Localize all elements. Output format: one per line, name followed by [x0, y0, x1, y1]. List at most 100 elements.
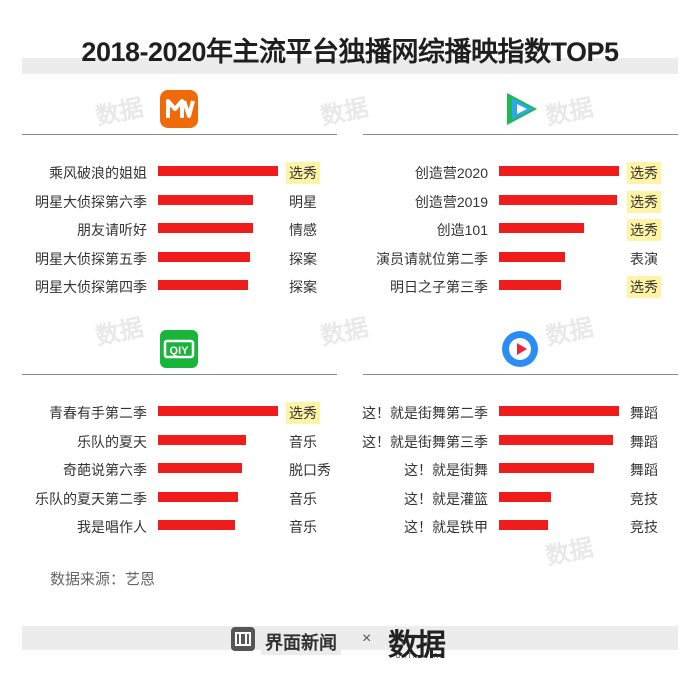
svg-text:QIY: QIY — [170, 345, 190, 357]
tencent-video-icon — [499, 88, 541, 130]
platform-panel: 这！就是街舞第二季 舞蹈 这！就是街舞第三季 舞蹈 这！就是街舞 舞蹈 这！就是灌篮 竞技 这！… — [362, 328, 678, 535]
genre-tag: 选秀 — [286, 402, 320, 424]
genre-tag: 选秀 — [627, 219, 661, 242]
genre-tag: 情感 — [289, 222, 317, 239]
category-label: 朋友请听好 — [77, 222, 147, 239]
iqiyi-icon: QIY — [158, 328, 200, 370]
category-label: 创造营2020 — [414, 165, 488, 181]
bar-row: 这！就是街舞第三季 舞蹈 — [362, 427, 678, 455]
genre-tag: 音乐 — [289, 490, 317, 507]
bar-row: 乐队的夏天第二季 音乐 — [22, 484, 337, 512]
genre-tag: 选秀 — [286, 162, 320, 184]
source-note: 数据来源：艺恩 — [50, 571, 156, 588]
genre-tag: 音乐 — [289, 519, 317, 536]
genre-tag: 选秀 — [627, 276, 661, 299]
divider — [22, 134, 337, 135]
bar — [158, 251, 251, 262]
bar-row: 这！就是灌篮 竞技 — [363, 484, 678, 512]
genre-tag: 舞蹈 — [630, 405, 658, 421]
footer-partner: 数据 — [388, 629, 446, 662]
footer-band — [22, 626, 678, 650]
bar-row: 明星大侦探第五季 探案 — [22, 244, 337, 272]
platform-panel: 乘风破浪的姐姐 选秀 明星大侦探第六季 明星 朋友请听好 情感 明星大侦探第五季 探案 明星大侦… — [22, 88, 337, 295]
chart-title: 2018-2020年主流平台独播网综播映指数TOP5 — [81, 37, 619, 67]
bar-row: 创造101 选秀 — [363, 215, 678, 243]
bar — [499, 194, 617, 205]
bar-row: 明日之子第三季 选秀 — [363, 272, 678, 300]
bar-row: 这！就是街舞第二季 舞蹈 — [362, 398, 678, 426]
bar — [158, 406, 278, 416]
bar — [158, 463, 242, 474]
bar — [158, 166, 278, 176]
bar — [158, 491, 239, 502]
bar — [499, 166, 619, 176]
category-label: 我是唱作人 — [77, 519, 147, 536]
footer-partner-sub: DATA WIRE — [396, 654, 447, 660]
category-label: 明日之子第三季 — [390, 279, 488, 296]
bar-row: 明星大侦探第四季 探案 — [22, 272, 337, 300]
youku-icon — [499, 328, 541, 370]
bar-row: 创造营2019 选秀 — [363, 187, 678, 215]
footer-brand: 界面新闻 — [261, 629, 341, 655]
genre-tag: 探案 — [289, 279, 317, 296]
category-label: 这！就是街舞第三季 — [362, 433, 488, 450]
genre-tag: 脱口秀 — [289, 462, 331, 479]
platform-panel: 创造营2020 选秀 创造营2019 选秀 创造101 选秀 演员请就位第二季 表演 明日之子第… — [363, 88, 678, 299]
category-label: 演员请就位第二季 — [376, 250, 488, 267]
category-label: 奇葩说第六季 — [63, 462, 147, 479]
bar-row: 明星大侦探第六季 明星 — [22, 187, 337, 215]
genre-tag: 探案 — [289, 250, 317, 267]
genre-tag: 竞技 — [630, 490, 658, 507]
genre-tag: 音乐 — [289, 433, 317, 450]
genre-tag: 表演 — [630, 250, 658, 267]
bar — [499, 280, 562, 291]
divider — [363, 374, 678, 375]
bar — [499, 406, 619, 416]
bar-row: 青春有手第二季 选秀 — [22, 398, 337, 426]
category-label: 创造101 — [436, 222, 488, 239]
category-label: 乐队的夏天 — [77, 433, 147, 450]
bar — [499, 491, 551, 502]
bar — [158, 434, 246, 445]
divider — [22, 374, 337, 375]
mango-tv-icon — [158, 88, 200, 130]
bar-row: 我是唱作人 音乐 — [22, 512, 337, 540]
bar-row: 朋友请听好 情感 — [22, 215, 337, 243]
bar-row: 这！就是街舞 舞蹈 — [363, 455, 678, 483]
bar — [499, 434, 613, 445]
jiemian-logo-icon — [230, 626, 256, 652]
category-label: 这！就是铁甲 — [404, 519, 488, 536]
genre-tag: 选秀 — [627, 190, 661, 213]
bar — [499, 520, 549, 531]
category-label: 这！就是街舞第二季 — [362, 405, 488, 421]
bar — [158, 223, 253, 234]
category-label: 明星大侦探第四季 — [35, 279, 147, 296]
bar-row: 乘风破浪的姐姐 选秀 — [22, 158, 337, 186]
bar — [158, 520, 235, 531]
bar-row: 奇葩说第六季 脱口秀 — [22, 455, 337, 483]
bar — [499, 251, 565, 262]
genre-tag: 舞蹈 — [630, 462, 658, 479]
bar-row: 乐队的夏天 音乐 — [22, 427, 337, 455]
footer-separator: × — [362, 630, 372, 647]
bar — [158, 194, 253, 205]
category-label: 明星大侦探第六季 — [35, 193, 147, 210]
bar — [158, 280, 248, 291]
bar — [499, 463, 594, 474]
category-label: 创造营2019 — [414, 193, 488, 210]
bar — [499, 223, 585, 234]
genre-tag: 舞蹈 — [630, 433, 658, 450]
category-label: 明星大侦探第五季 — [35, 250, 147, 267]
category-label: 乐队的夏天第二季 — [35, 490, 147, 507]
genre-tag: 明星 — [289, 193, 317, 210]
category-label: 这！就是街舞 — [404, 462, 488, 479]
genre-tag: 竞技 — [630, 519, 658, 536]
genre-tag: 选秀 — [627, 162, 661, 184]
bar-row: 创造营2020 选秀 — [363, 158, 678, 186]
category-label: 这！就是灌篮 — [404, 490, 488, 507]
footer: 界面新闻 × 数据 DATA WIRE — [0, 620, 700, 662]
platform-panel: QIY 青春有手第二季 选秀 乐队的夏天 音乐 奇葩说第六季 脱口秀 乐队的夏天第二季 音乐 我是… — [22, 328, 337, 535]
bar-row: 这！就是铁甲 竞技 — [363, 512, 678, 540]
category-label: 乘风破浪的姐姐 — [49, 165, 147, 181]
divider — [363, 134, 678, 135]
